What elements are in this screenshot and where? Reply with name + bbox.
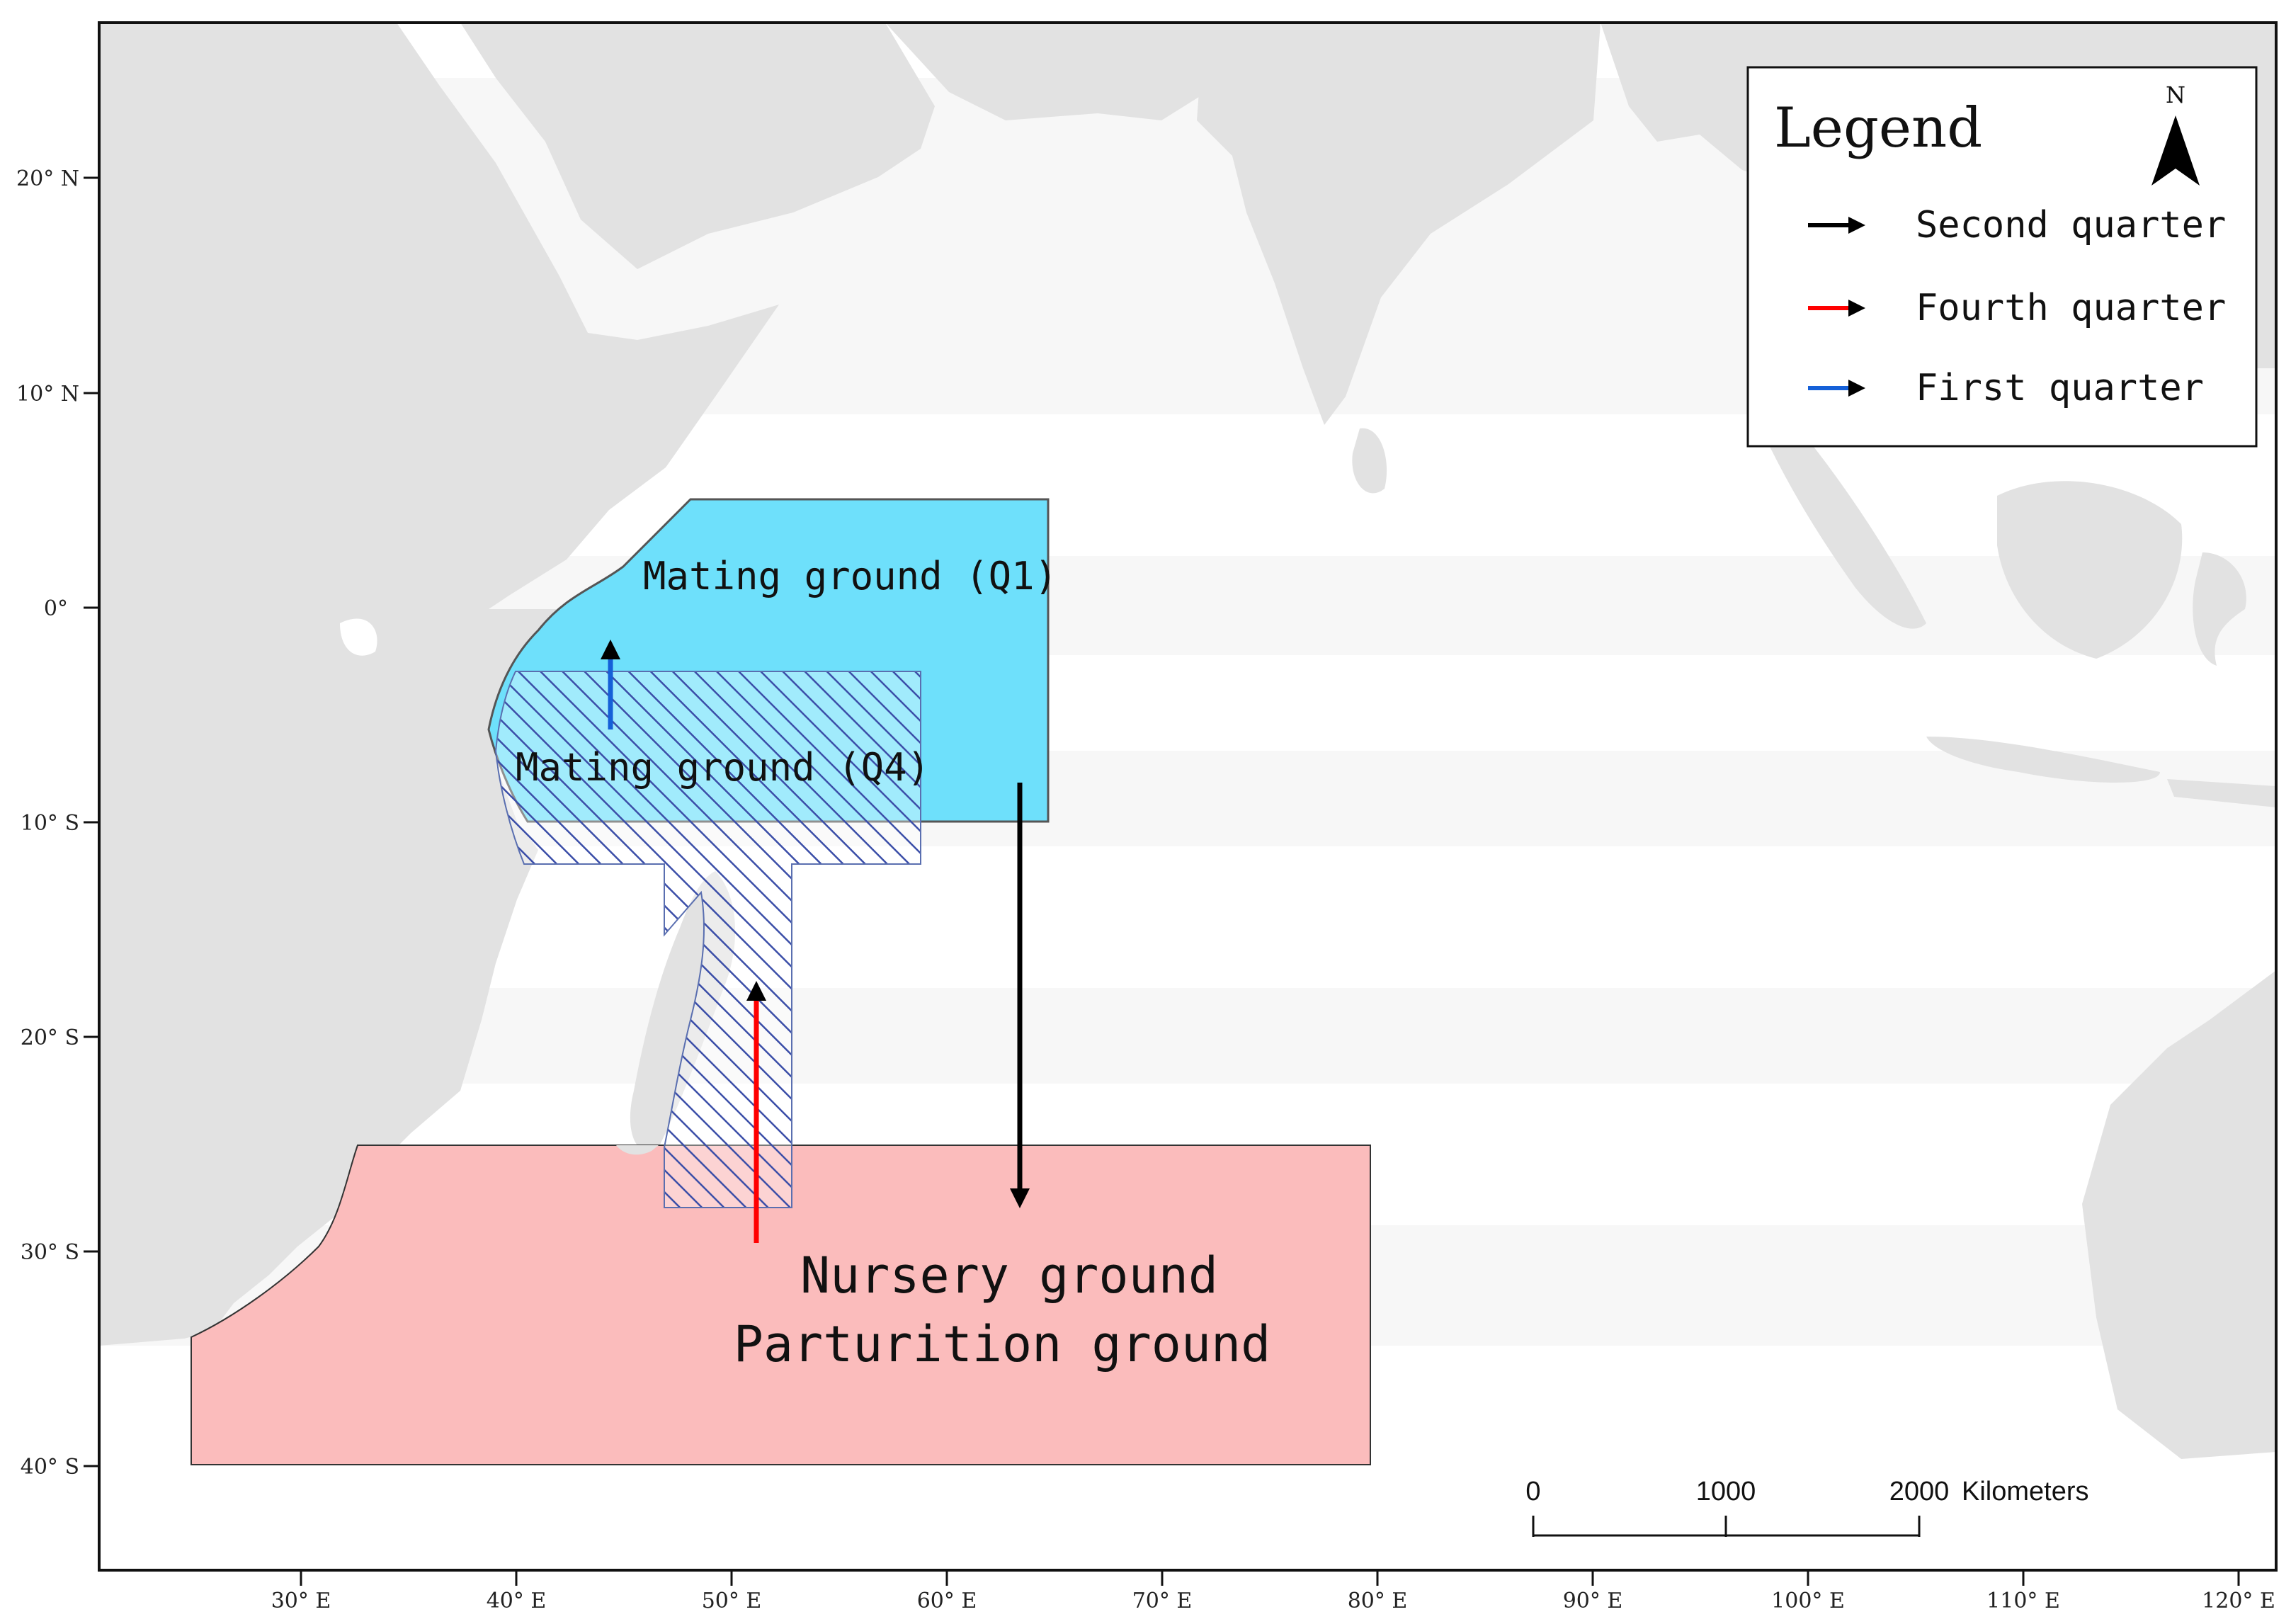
lat-tick-label: 20° S (21, 1026, 79, 1050)
lon-tick-label: 100° E (1771, 1589, 1845, 1613)
lat-tick-label: 40° S (21, 1455, 79, 1480)
lon-tick-label: 30° E (271, 1589, 331, 1613)
legend-title: Legend (1774, 96, 1982, 160)
sumatra (1756, 397, 1926, 629)
lon-tick-label: 40° E (487, 1589, 547, 1613)
mating-ground-q4-region (494, 671, 921, 1208)
lon-tick-label: 60° E (917, 1589, 977, 1613)
east-africa (99, 609, 567, 1346)
scale-bar: 0 1000 2000 Kilometers (1525, 1477, 2089, 1537)
legend: Legend N Second quarter Fourth quarter F… (1746, 66, 2258, 448)
lon-tick-label: 110° E (1986, 1589, 2060, 1613)
sulawesi (2193, 552, 2246, 666)
scale-tick-label: 1000 (1696, 1477, 1756, 1506)
java (1926, 737, 2160, 783)
lat-tick-label: 30° S (21, 1240, 79, 1265)
lon-tick-label: 120° E (2202, 1589, 2275, 1613)
legend-item-label: Fourth quarter (1916, 287, 2226, 329)
iran-pakistan (885, 23, 1218, 120)
nursery-ground-label: Nursery ground (800, 1247, 1218, 1305)
arabia (460, 23, 935, 269)
latitude-axis: 20° N 10° N 0° 10° S 20° S 30° S 40° S (16, 166, 99, 1480)
legend-item: Second quarter (1808, 204, 2226, 246)
nursery-parturition-region (191, 1145, 1371, 1465)
mating-ground-q1-label: Mating ground (Q1) (643, 554, 1057, 598)
mating-ground-q4-label: Mating ground (Q4) (516, 745, 930, 790)
longitude-axis: 30° E 40° E 50° E 60° E 70° E 80° E 90° … (271, 1570, 2275, 1613)
legend-item-label: First quarter (1916, 367, 2204, 409)
sri-lanka (1352, 428, 1387, 494)
lat-tick-label: 20° N (16, 166, 79, 191)
legend-item: First quarter (1808, 367, 2204, 409)
north-label: N (2166, 81, 2185, 108)
scale-tick-label: 2000 (1889, 1477, 1950, 1506)
second-quarter-arrow (1010, 783, 1030, 1208)
lat-tick-label: 0° (44, 596, 68, 621)
lesser-sunda (2167, 779, 2276, 807)
first-quarter-arrow (601, 640, 620, 729)
lat-tick-label: 10° S (21, 811, 79, 836)
borneo (1997, 481, 2183, 659)
north-arrow-icon (2151, 115, 2200, 186)
lon-tick-label: 50° E (702, 1589, 762, 1613)
lake-victoria (340, 618, 377, 656)
fourth-quarter-arrow (746, 981, 766, 1243)
parturition-ground-label: Parturition ground (734, 1315, 1271, 1373)
africa-north (99, 23, 779, 623)
lon-tick-label: 70° E (1132, 1589, 1193, 1613)
lon-tick-label: 90° E (1563, 1589, 1623, 1613)
legend-item-label: Second quarter (1916, 204, 2226, 246)
scale-tick-label: 0 (1525, 1477, 1540, 1506)
scale-unit-label: Kilometers (1962, 1477, 2089, 1506)
australia (2082, 970, 2276, 1459)
lon-tick-label: 80° E (1348, 1589, 1408, 1613)
map-frame (98, 21, 2278, 1572)
legend-item: Fourth quarter (1808, 287, 2226, 329)
lat-tick-label: 10° N (16, 382, 79, 407)
india (1197, 23, 1601, 425)
